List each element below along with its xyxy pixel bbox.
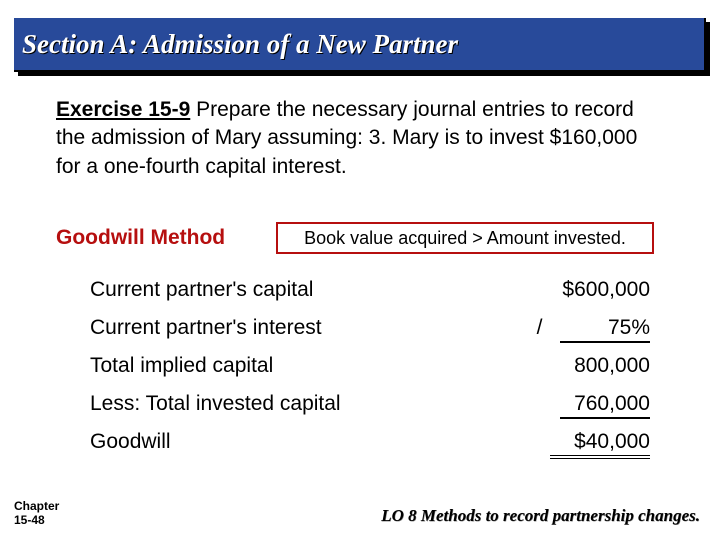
chapter-footer: Chapter 15-48 [14, 500, 59, 528]
row-label: Current partner's interest [90, 316, 510, 340]
row-value: $40,000 [510, 430, 650, 459]
table-row: Current partner's capital $600,000 [90, 278, 650, 316]
value-text: 75% [560, 316, 650, 343]
row-value: $600,000 [510, 278, 650, 302]
chapter-line2: 15-48 [14, 513, 45, 527]
calculation-table: Current partner's capital $600,000 Curre… [90, 278, 650, 468]
value-text: 760,000 [560, 392, 650, 419]
value-text: $40,000 [550, 430, 650, 459]
row-label: Goodwill [90, 430, 510, 454]
row-label: Current partner's capital [90, 278, 510, 302]
row-value: 800,000 [510, 354, 650, 378]
table-row: Current partner's interest / 75% [90, 316, 650, 354]
chapter-line1: Chapter [14, 499, 59, 513]
table-row: Goodwill $40,000 [90, 430, 650, 468]
book-value-note: Book value acquired > Amount invested. [276, 222, 654, 254]
row-value: 760,000 [510, 392, 650, 419]
table-row: Total implied capital 800,000 [90, 354, 650, 392]
section-title-bar: Section A: Admission of a New Partner [14, 18, 706, 72]
learning-objective: LO 8 Methods to record partnership chang… [381, 506, 700, 526]
row-label: Less: Total invested capital [90, 392, 510, 416]
section-title: Section A: Admission of a New Partner [22, 29, 458, 60]
exercise-text: Exercise 15-9 Prepare the necessary jour… [56, 96, 666, 181]
row-label: Total implied capital [90, 354, 510, 378]
exercise-label: Exercise 15-9 [56, 98, 190, 121]
method-heading: Goodwill Method [56, 226, 225, 250]
table-row: Less: Total invested capital 760,000 [90, 392, 650, 430]
row-value: / 75% [510, 316, 650, 343]
value-prefix: / [537, 316, 543, 339]
